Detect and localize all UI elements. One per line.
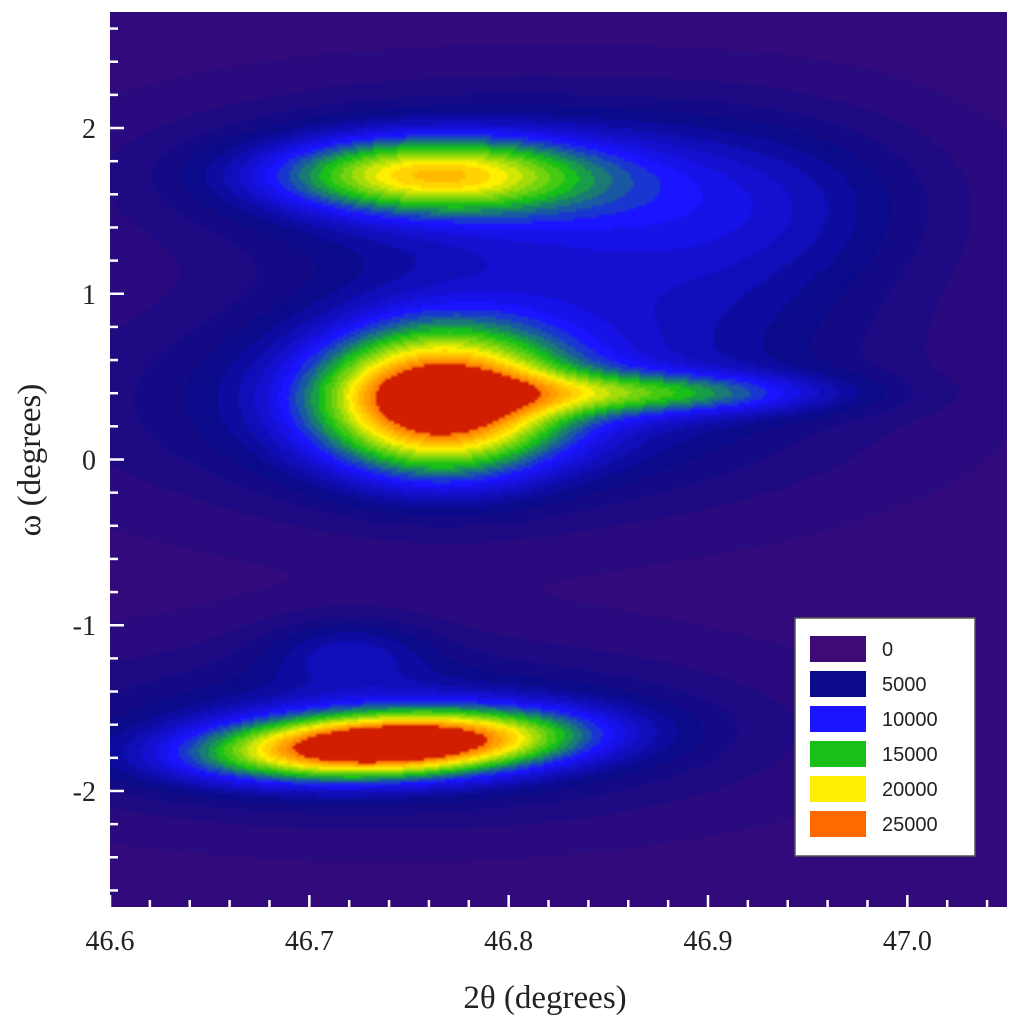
- legend-label: 5000: [882, 674, 927, 696]
- legend: 0 5000 10000 15000 20000 25000: [794, 617, 976, 857]
- y-axis-title: ω (degrees): [12, 384, 48, 537]
- legend-label: 0: [882, 639, 893, 661]
- y-axis: -2 -1 0 1 2: [73, 27, 124, 892]
- legend-swatch: [810, 671, 866, 697]
- x-tick-label: 46.6: [86, 926, 135, 957]
- legend-label: 25000: [882, 814, 938, 836]
- x-tick-label: 46.7: [285, 926, 334, 957]
- legend-swatch: [810, 811, 866, 837]
- y-tick-label: -2: [73, 777, 96, 808]
- x-tick-label: 46.8: [484, 926, 533, 957]
- x-tick-label: 46.9: [684, 926, 733, 957]
- legend-swatch: [810, 741, 866, 767]
- legend-swatch: [810, 636, 866, 662]
- legend-label: 15000: [882, 744, 938, 766]
- y-tick-label: 0: [82, 446, 96, 477]
- y-tick-label: -1: [73, 611, 96, 642]
- legend-label: 20000: [882, 779, 938, 801]
- legend-label: 10000: [882, 709, 938, 731]
- x-axis-title: 2θ (degrees): [463, 980, 626, 1016]
- y-tick-label: 1: [82, 280, 96, 311]
- y-tick-label: 2: [82, 114, 96, 145]
- legend-swatch: [810, 776, 866, 802]
- legend-swatch: [810, 706, 866, 732]
- x-axis: 46.6 46.7 46.8 46.9 47.0: [86, 895, 989, 957]
- x-tick-label: 47.0: [883, 926, 932, 957]
